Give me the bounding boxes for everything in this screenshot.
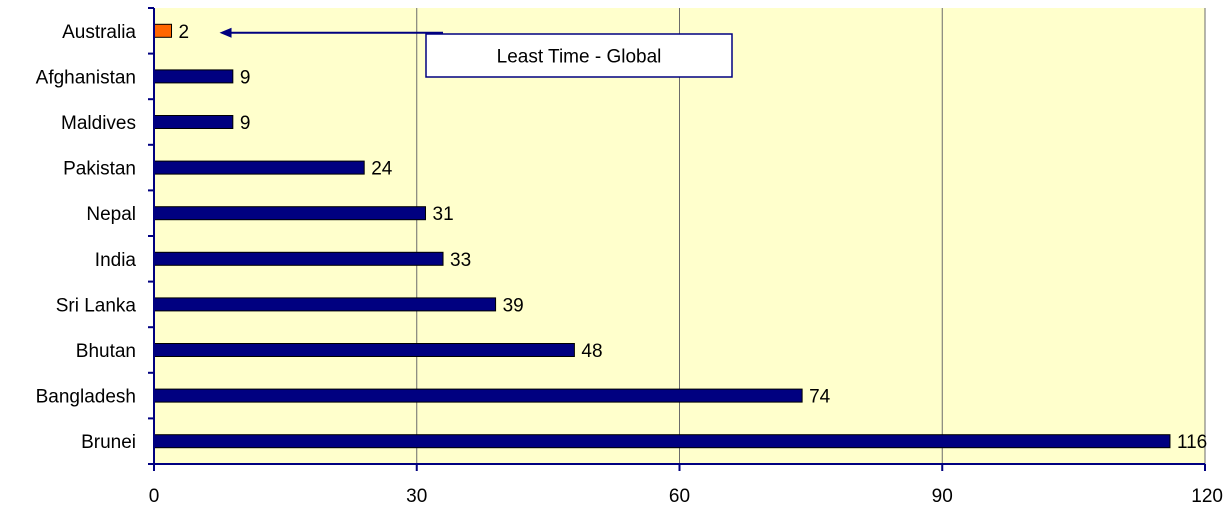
axes [148,7,1206,471]
annotation-text: Least Time - Global [497,47,662,68]
value-label-australia: 2 [179,22,190,43]
value-label-nepal: 31 [433,204,454,225]
bar-maldives [153,115,234,129]
category-label-brunei: Brunei [81,432,136,453]
x-tick-label-90: 90 [932,486,953,507]
bar-afghanistan [153,69,234,84]
value-label-pakistan: 24 [371,159,393,180]
annotation-arrow-head [219,27,232,38]
category-labels: Australia Afghanistan Maldives Pakistan Nepa… [36,22,137,453]
annotation-box [425,33,733,78]
value-label-brunei: 116 [1177,432,1207,453]
bar-nepal [153,206,427,221]
value-label-sri-lanka: 39 [503,295,524,316]
category-label-australia: Australia [62,22,136,43]
x-tick-label-120: 120 [1191,486,1223,507]
x-tick-labels: 0 30 60 90 120 [149,486,1223,507]
bar-bangladesh [153,388,803,403]
x-tick-label-60: 60 [669,486,690,507]
category-label-bangladesh: Bangladesh [36,387,136,408]
value-labels: 2 9 9 24 31 33 39 48 74 116 [179,22,1208,453]
x-tick-label-0: 0 [149,486,160,507]
bar-bhutan [153,343,575,357]
value-label-india: 33 [450,250,471,271]
bar-india [153,251,444,266]
annotation: Least Time - Global [219,27,733,78]
category-label-india: India [95,250,137,271]
category-label-sri-lanka: Sri Lanka [56,295,137,316]
value-label-bangladesh: 74 [809,387,831,408]
category-label-maldives: Maldives [61,113,136,134]
x-tick-label-30: 30 [406,486,427,507]
category-label-pakistan: Pakistan [63,159,136,180]
value-label-bhutan: 48 [581,341,602,362]
category-label-nepal: Nepal [86,204,136,225]
bar-brunei [153,434,1171,449]
bars [153,23,1171,449]
category-label-bhutan: Bhutan [76,341,136,362]
value-label-afghanistan: 9 [240,67,251,88]
bar-australia [153,23,173,38]
value-label-maldives: 9 [240,113,251,134]
bar-sri-lanka [153,297,497,312]
category-label-afghanistan: Afghanistan [36,67,136,88]
gridlines [416,8,1206,464]
bar-pakistan [153,160,365,175]
